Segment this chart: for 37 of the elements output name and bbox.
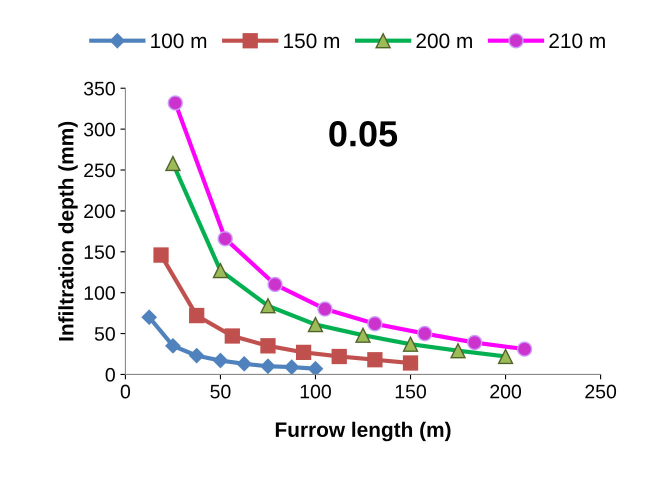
annotation: 0.05 — [329, 121, 398, 147]
point — [284, 360, 300, 374]
point — [189, 308, 204, 324]
x-tick-label: 250 — [585, 384, 616, 398]
point — [260, 358, 276, 374]
y-tick-label: 200 — [84, 204, 115, 218]
x-axis-title: Furrow length (m) — [276, 422, 450, 442]
y-axis-title: Infiltration depth (mm) — [58, 122, 78, 340]
point — [236, 356, 252, 372]
point — [296, 344, 312, 360]
legend-label: 150 m — [284, 33, 340, 48]
x-tick-label: 100 — [300, 384, 331, 398]
y-tick-label: 350 — [84, 82, 115, 96]
point — [224, 328, 240, 344]
point — [332, 348, 347, 364]
y-tick-label: 50 — [94, 327, 115, 341]
y-tick-label: 150 — [84, 245, 115, 260]
y-tick-label: 300 — [84, 122, 115, 136]
x-tick-label: 150 — [396, 384, 426, 398]
legend-label: 210 m — [549, 33, 605, 48]
y-tick-label: 0 — [106, 368, 115, 382]
x-tick-label: 50 — [210, 384, 230, 398]
x-tick-label: 0 — [120, 384, 130, 398]
point — [189, 348, 204, 364]
point — [308, 361, 324, 374]
point — [142, 310, 157, 325]
x-tick-label: 200 — [490, 384, 522, 398]
point — [260, 338, 276, 354]
point — [402, 355, 418, 371]
legend-label: 200 m — [416, 33, 472, 48]
point — [367, 352, 383, 368]
point — [165, 338, 180, 354]
y-tick-label: 100 — [84, 286, 115, 300]
y-tick-label: 250 — [84, 163, 115, 178]
point — [212, 352, 228, 368]
point — [153, 247, 169, 263]
legend-label: 100 m — [151, 33, 206, 48]
